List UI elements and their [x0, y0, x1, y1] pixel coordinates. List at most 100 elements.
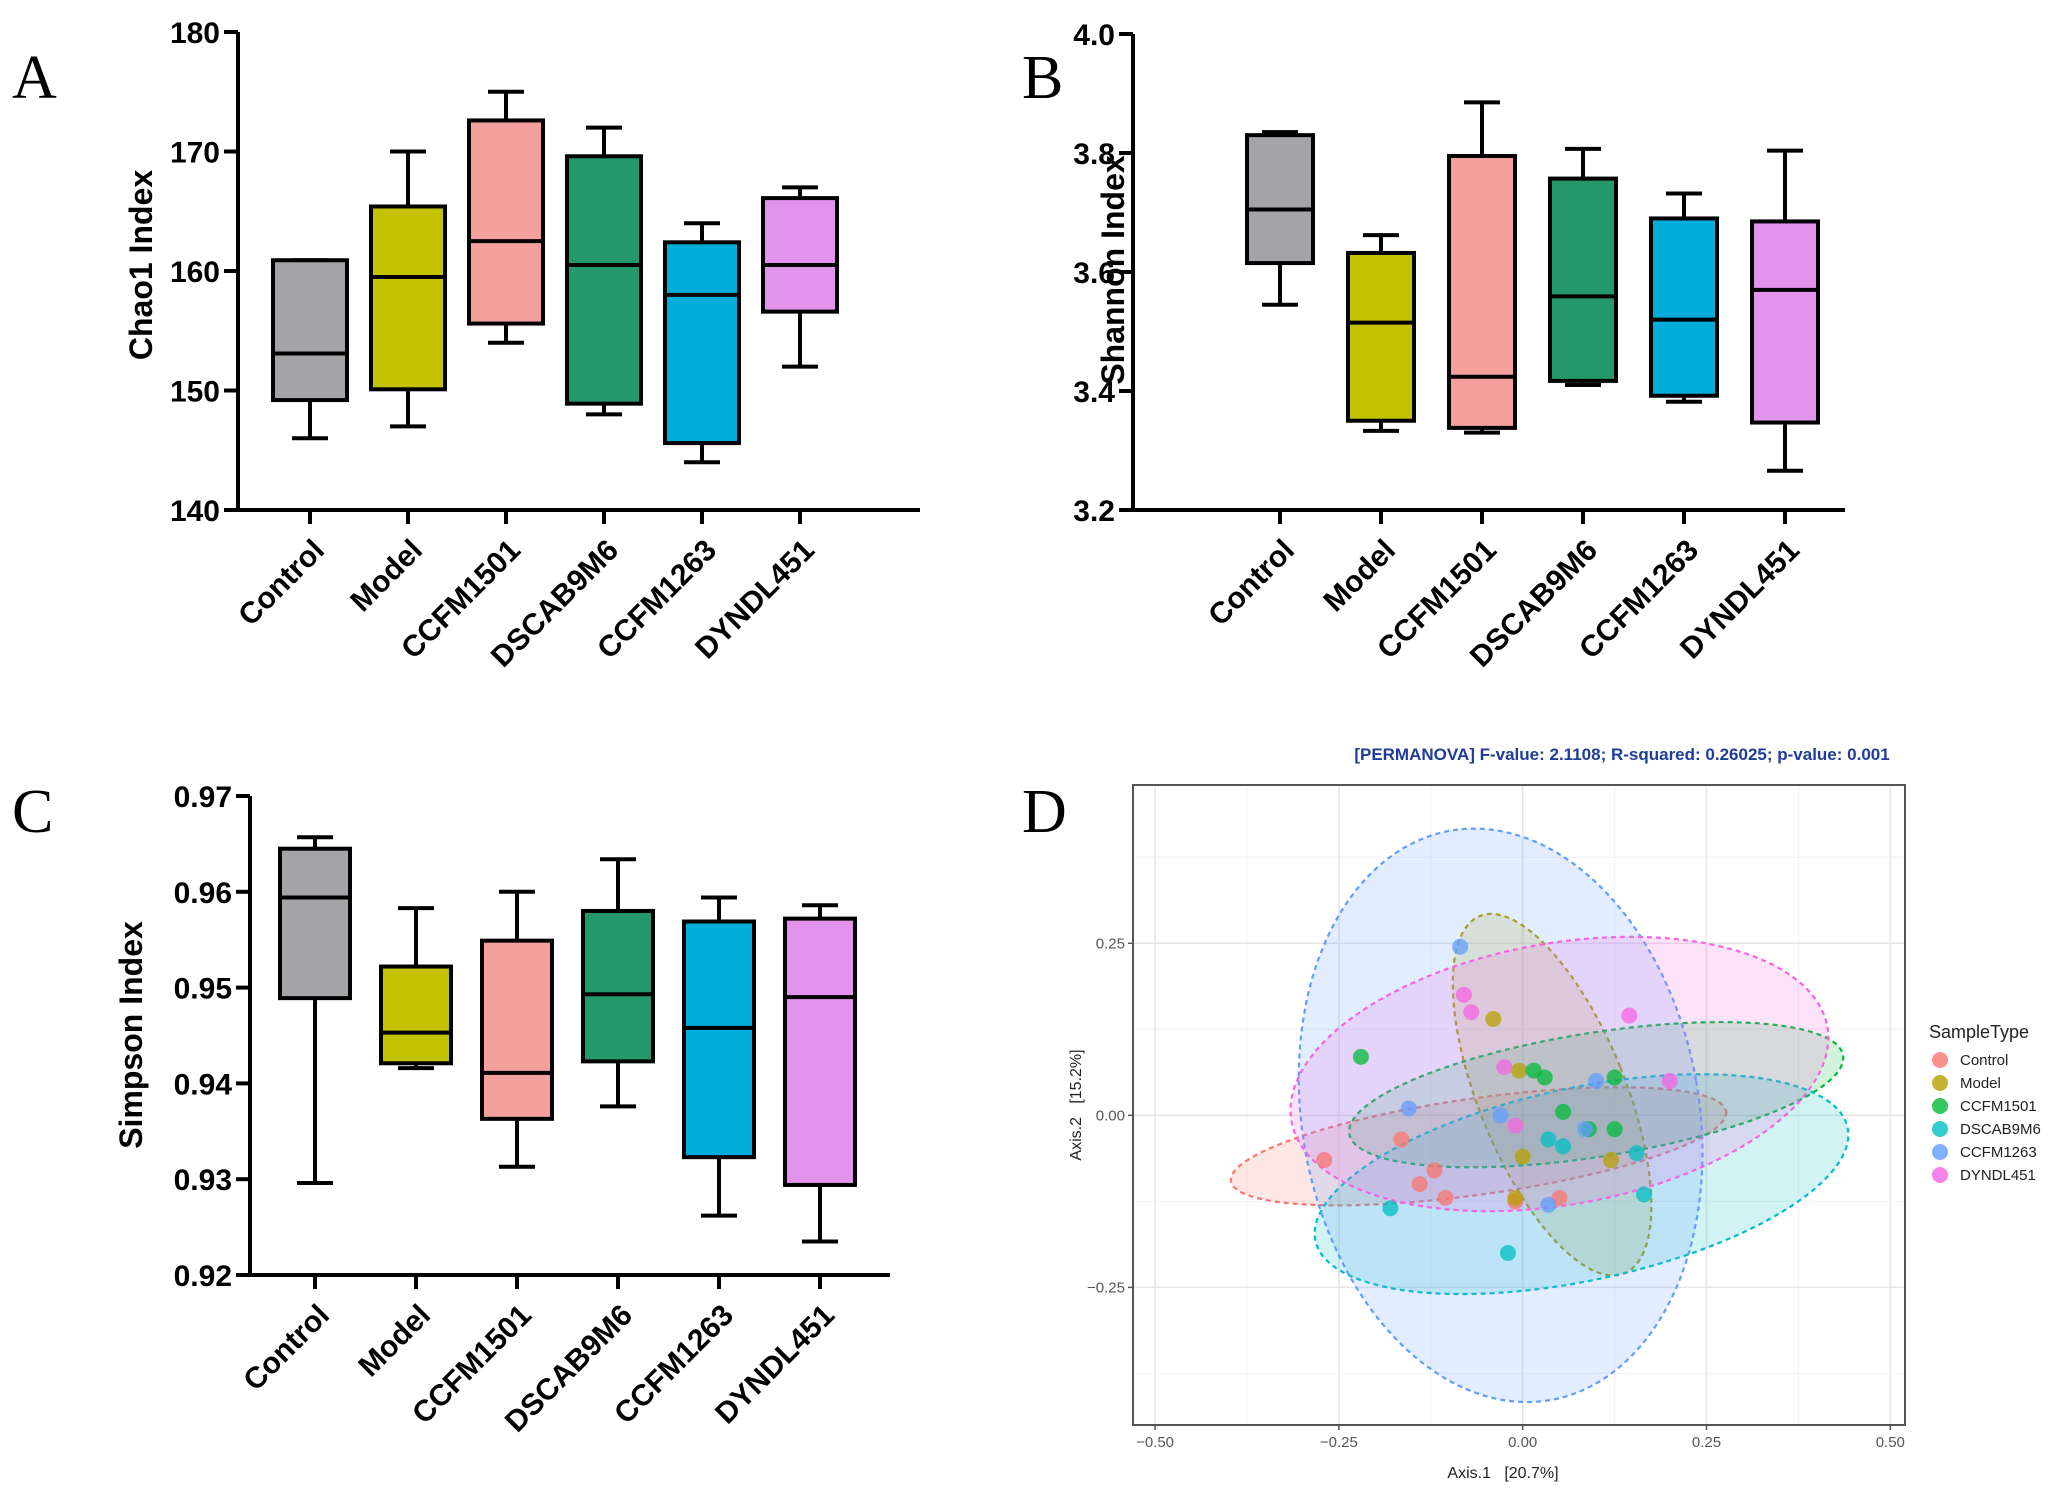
legend-swatch-model — [1932, 1075, 1948, 1091]
legend-swatch-ccfm1501 — [1932, 1098, 1948, 1114]
point-dyndl451 — [1463, 1004, 1480, 1021]
legend-label: Model — [1960, 1075, 2001, 1092]
legend-items: Control Model CCFM1501 DSCAB9M6 CCFM1263 DYND… — [1932, 1052, 2041, 1184]
x-category-label: Model — [1317, 534, 1402, 619]
x-category-label: Control — [232, 534, 331, 633]
point-dscab9m6 — [1382, 1200, 1399, 1217]
y-axis-ticks: 3.2 3.4 3.6 3.8 4.0 — [1073, 19, 1845, 528]
box-ccfm1263 — [1649, 191, 1719, 404]
legend-label: DYNDL451 — [1960, 1167, 2036, 1184]
legend-title: SampleType — [1929, 1022, 2029, 1042]
box-dscab9m6 — [1548, 146, 1618, 388]
point-dscab9m6 — [1499, 1244, 1516, 1261]
y-tick-label: 3.2 — [1073, 495, 1115, 528]
point-ccfm1263 — [1400, 1100, 1417, 1117]
grid-lines — [1133, 785, 1905, 1425]
legend-swatch-dscab9m6 — [1932, 1121, 1948, 1137]
permanova-title: [PERMANOVA] F-value: 2.1108; R-squared: … — [1354, 745, 1889, 764]
point-control — [1426, 1162, 1443, 1179]
y-tick-label: 140 — [170, 495, 220, 528]
x-category-label: Control — [1202, 534, 1301, 633]
x-category-label: Control — [237, 1299, 336, 1398]
point-ccfm1501 — [1352, 1048, 1369, 1065]
box-dyndl451 — [761, 185, 839, 369]
point-dyndl451 — [1455, 986, 1472, 1003]
plot-background — [1133, 785, 1905, 1425]
point-dscab9m6 — [1635, 1186, 1652, 1203]
box-dscab9m6 — [565, 125, 643, 417]
y-tick-label: 3.6 — [1073, 257, 1115, 290]
y-axis-ticks: 140 150 160 170 180 — [170, 17, 920, 528]
panel-label-d: D — [1022, 778, 1067, 846]
point-model — [1602, 1152, 1619, 1169]
iqr-box — [1548, 176, 1618, 383]
point-model — [1511, 1062, 1527, 1079]
point-model — [1514, 1148, 1531, 1165]
box-control — [278, 835, 352, 1186]
box-ccfm1263 — [682, 895, 756, 1218]
iqr-box — [581, 908, 655, 1064]
panel-a-chao1-boxplot: Chao1 Index 140 150 160 170 180 Control Model… — [123, 17, 920, 674]
boxes — [1245, 100, 1820, 473]
y-tick-label: 0.94 — [174, 1068, 233, 1101]
point-dscab9m6 — [1540, 1131, 1557, 1148]
box-control — [1245, 130, 1315, 307]
y-tick-label: 160 — [170, 256, 220, 289]
iqr-box — [1245, 133, 1315, 266]
boxes — [271, 89, 839, 465]
y-axis-title: Axis.2 [15.2%] — [1068, 1049, 1085, 1160]
x-axis-labels: Control ModelCCFM1501DSCAB9M6CCFM1263DYND… — [232, 510, 821, 674]
point-ccfm1501 — [1606, 1069, 1623, 1086]
point-dscab9m6 — [1628, 1145, 1645, 1162]
box-dyndl451 — [783, 903, 857, 1244]
point-ccfm1501 — [1555, 1103, 1572, 1120]
legend-swatch-dyndl451 — [1932, 1167, 1948, 1183]
legend-swatch-control — [1932, 1052, 1948, 1068]
iqr-box — [1649, 216, 1719, 398]
box-dyndl451 — [1750, 148, 1820, 473]
x-tick-label: −0.50 — [1136, 1434, 1174, 1451]
box-model — [369, 149, 447, 429]
y-tick-label: 0.96 — [174, 877, 232, 910]
iqr-box — [379, 964, 453, 1066]
point-ccfm1501 — [1606, 1121, 1623, 1138]
point-dyndl451 — [1661, 1072, 1678, 1089]
y-tick-label: −0.25 — [1087, 1279, 1125, 1296]
y-tick-label: 4.0 — [1073, 19, 1115, 52]
y-tick-label: 0.92 — [174, 1260, 232, 1293]
x-axis-title: Axis.1 [20.7%] — [1447, 1465, 1558, 1482]
y-axis-title: Chao1 Index — [123, 170, 159, 360]
y-tick-label: 0.25 — [1096, 935, 1125, 952]
iqr-box — [682, 919, 756, 1160]
box-model — [1346, 233, 1416, 433]
iqr-box — [1346, 250, 1416, 423]
axis-ticks: −0.50 −0.25 0.00 0.25 0.50 −0.25 0.00 0.25 — [1087, 935, 1905, 1451]
x-axis-labels: Control ModelCCFM1501DSCAB9M6CCFM1263DYND… — [237, 1275, 841, 1439]
point-ccfm1263 — [1492, 1107, 1509, 1124]
point-ccfm1501 — [1536, 1069, 1553, 1086]
x-tick-label: 0.25 — [1692, 1434, 1721, 1451]
iqr-box — [783, 916, 857, 1187]
legend-label: CCFM1501 — [1960, 1098, 2037, 1115]
iqr-box — [565, 154, 643, 406]
iqr-box — [369, 204, 447, 392]
y-tick-label: 170 — [170, 137, 220, 170]
ellipse-dscab9m6 — [1313, 1073, 1850, 1296]
box-ccfm1501 — [1447, 100, 1517, 435]
iqr-box — [761, 196, 839, 314]
panel-label-b: B — [1022, 44, 1063, 112]
point-control — [1437, 1189, 1454, 1206]
iqr-box — [663, 240, 741, 446]
y-axis-ticks: 0.92 0.93 0.94 0.95 0.96 0.97 — [174, 781, 890, 1293]
x-axis-labels: Control ModelCCFM1501DSCAB9M6CCFM1263DYND… — [1202, 510, 1806, 674]
y-tick-label: 0.97 — [174, 781, 232, 814]
y-tick-label: 150 — [170, 376, 220, 409]
box-control — [271, 258, 349, 441]
panel-d-pcoa-plot: [PERMANOVA] F-value: 2.1108; R-squared: … — [1068, 745, 2041, 1482]
y-tick-label: 0.93 — [174, 1164, 232, 1197]
point-dscab9m6 — [1555, 1138, 1572, 1155]
legend-label: Control — [1960, 1052, 2008, 1069]
legend-label: DSCAB9M6 — [1960, 1121, 2041, 1138]
panel-c-simpson-boxplot: Simpson Index 0.92 0.93 0.94 0.95 0.96 0.97 C… — [113, 781, 890, 1439]
